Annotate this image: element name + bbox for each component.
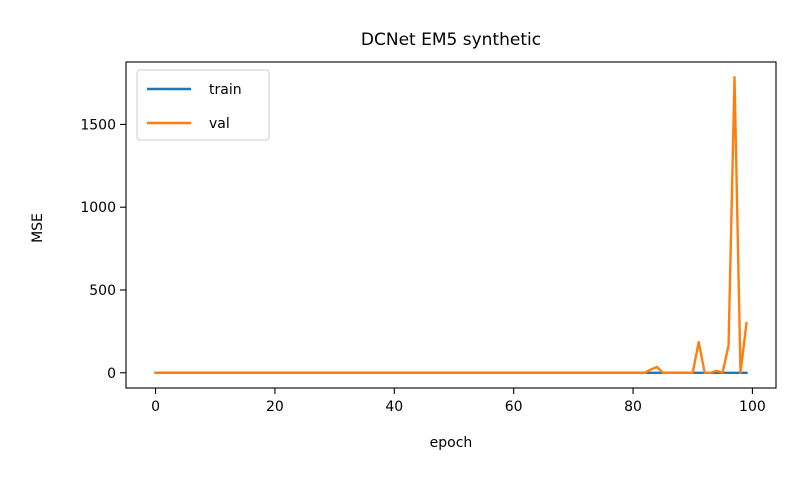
y-tick-label: 0	[107, 366, 116, 382]
legend-box	[136, 69, 270, 141]
x-axis-label: epoch	[430, 435, 473, 451]
series-line-val	[154, 76, 748, 374]
legend-label-train: train	[209, 82, 242, 98]
x-tick-label: 100	[739, 399, 766, 415]
y-tick-label: 1000	[80, 200, 116, 216]
x-tick-label: 0	[151, 399, 160, 415]
y-tick-label: 500	[89, 283, 116, 299]
legend-label-val: val	[209, 116, 230, 132]
y-tick-label: 1500	[80, 117, 116, 133]
axes-frame	[125, 61, 777, 389]
chart-title: DCNet EM5 synthetic	[361, 30, 541, 50]
x-tick-label: 20	[266, 399, 284, 415]
x-tick-label: 80	[624, 399, 642, 415]
legend: train val	[136, 69, 270, 141]
x-tick-label: 60	[505, 399, 523, 415]
x-tick-label: 40	[385, 399, 403, 415]
y-axis-label: MSE	[30, 213, 46, 243]
